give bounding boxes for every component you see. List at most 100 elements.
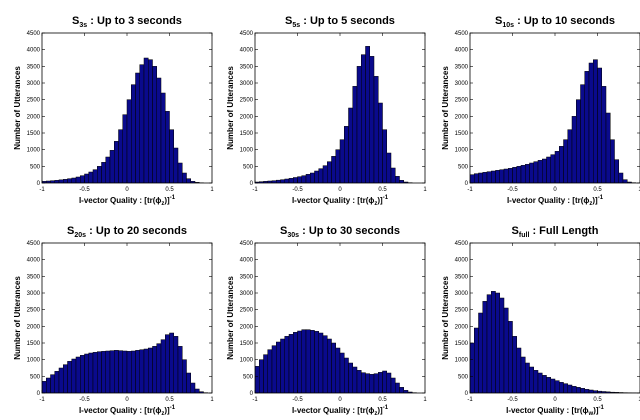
x-tick-label: -1 bbox=[467, 397, 473, 403]
histogram-bar bbox=[588, 389, 594, 393]
histogram-bar bbox=[344, 357, 349, 393]
histogram-bar bbox=[478, 312, 483, 393]
histogram-bar bbox=[486, 171, 492, 183]
chart-title: S20s : Up to 20 seconds bbox=[67, 225, 187, 239]
y-tick-label: 1000 bbox=[455, 148, 469, 154]
x-tick-label: 0 bbox=[553, 187, 557, 193]
y-tick-label: 3500 bbox=[240, 274, 254, 280]
y-tick-label: 3000 bbox=[240, 291, 254, 297]
histogram-bar bbox=[474, 173, 479, 183]
histogram-bar bbox=[152, 346, 157, 393]
histogram-bar bbox=[186, 372, 191, 393]
y-tick-label: 2000 bbox=[27, 114, 41, 120]
histogram-bar bbox=[67, 361, 72, 393]
histogram-bar bbox=[352, 86, 358, 183]
y-tick-label: 3500 bbox=[27, 274, 41, 280]
histogram-bar bbox=[605, 112, 611, 183]
histogram-bar bbox=[122, 350, 128, 393]
histogram-bar bbox=[563, 383, 568, 393]
histogram-bar bbox=[567, 384, 573, 393]
histogram-bar bbox=[390, 377, 396, 393]
histogram-bar bbox=[470, 342, 475, 393]
x-axis-label: I-vector Quality : [tr(ϕz)]-1 bbox=[79, 405, 176, 417]
y-tick-label: 4000 bbox=[27, 48, 41, 54]
histogram-bar bbox=[373, 76, 379, 183]
histogram-bar bbox=[529, 162, 534, 183]
y-tick-label: 1000 bbox=[27, 148, 41, 154]
y-axis-label: Number of Utterances bbox=[441, 66, 450, 150]
histogram-bar bbox=[382, 129, 387, 183]
y-tick-label: 4000 bbox=[240, 48, 254, 54]
histogram-bar bbox=[305, 174, 311, 183]
x-tick-label: -0.5 bbox=[292, 187, 303, 193]
histogram-bar bbox=[190, 382, 196, 393]
histogram-bar bbox=[327, 161, 332, 183]
histogram-bar bbox=[537, 160, 543, 183]
x-tick-label: 0 bbox=[125, 187, 129, 193]
histogram-bar bbox=[139, 349, 145, 393]
histogram-bar bbox=[580, 84, 585, 183]
y-axis-label: Number of Utterances bbox=[13, 276, 22, 360]
x-tick-label: -0.5 bbox=[79, 397, 90, 403]
histogram-bar bbox=[165, 111, 170, 183]
histogram-bar bbox=[126, 99, 132, 183]
y-tick-label: 0 bbox=[465, 181, 469, 187]
y-tick-label: 0 bbox=[465, 391, 469, 397]
histogram-panel-1: 0 500 1000 1500 2000 2500 3000 3500 4000 4500 -1 -0… bbox=[13, 15, 214, 207]
histogram-bar bbox=[378, 372, 383, 393]
histogram-bar bbox=[173, 147, 179, 183]
histogram-bar bbox=[495, 292, 500, 393]
histogram-bar bbox=[160, 92, 166, 183]
histogram-bar bbox=[54, 371, 60, 393]
histogram-bar bbox=[580, 388, 585, 393]
histogram-bar bbox=[105, 350, 111, 393]
histogram-bar bbox=[297, 330, 302, 393]
histogram-bar bbox=[131, 350, 136, 393]
histogram-bar bbox=[386, 152, 392, 183]
histogram-bar bbox=[297, 176, 302, 183]
y-tick-label: 500 bbox=[458, 164, 469, 170]
histogram-bar bbox=[593, 59, 598, 183]
histogram-bar bbox=[314, 331, 319, 393]
histogram-bar bbox=[118, 350, 123, 393]
histogram-bar bbox=[373, 373, 379, 393]
histogram-bar bbox=[503, 168, 509, 183]
y-tick-label: 4000 bbox=[240, 258, 254, 264]
y-tick-label: 1500 bbox=[455, 341, 469, 347]
y-tick-label: 2500 bbox=[27, 98, 41, 104]
histogram-bar bbox=[114, 350, 119, 393]
histogram-bar bbox=[182, 359, 187, 393]
histogram-bar bbox=[58, 179, 64, 183]
histogram-bar bbox=[344, 126, 349, 183]
histogram-bar bbox=[63, 364, 68, 393]
histogram-bar bbox=[567, 129, 573, 183]
x-tick-label: -1 bbox=[39, 397, 45, 403]
histogram-bar bbox=[520, 165, 526, 183]
histogram-bar bbox=[348, 362, 353, 393]
y-tick-label: 3000 bbox=[455, 81, 469, 87]
histogram-bars bbox=[470, 59, 636, 183]
histogram-bar bbox=[618, 172, 624, 183]
x-tick-label: 0.5 bbox=[165, 397, 174, 403]
y-tick-label: 500 bbox=[243, 164, 254, 170]
histogram-bar bbox=[301, 329, 307, 393]
histogram-bar bbox=[622, 179, 628, 183]
histogram-bar bbox=[58, 367, 64, 393]
histogram-bar bbox=[478, 172, 483, 183]
histogram-bar bbox=[148, 59, 153, 183]
y-tick-label: 4500 bbox=[240, 31, 254, 37]
histogram-bar bbox=[276, 179, 281, 183]
histogram-bar bbox=[267, 349, 273, 393]
x-tick-label: 0 bbox=[125, 397, 129, 403]
y-tick-label: 0 bbox=[37, 181, 41, 187]
histogram-bar bbox=[126, 351, 132, 393]
histogram-bar bbox=[148, 347, 153, 393]
histogram-bar bbox=[276, 341, 281, 393]
histogram-bar bbox=[109, 350, 115, 393]
y-tick-label: 3500 bbox=[240, 64, 254, 70]
x-tick-label: 1 bbox=[210, 187, 214, 193]
y-tick-label: 0 bbox=[250, 181, 254, 187]
histogram-bar bbox=[131, 84, 136, 183]
histogram-bar bbox=[263, 354, 268, 393]
